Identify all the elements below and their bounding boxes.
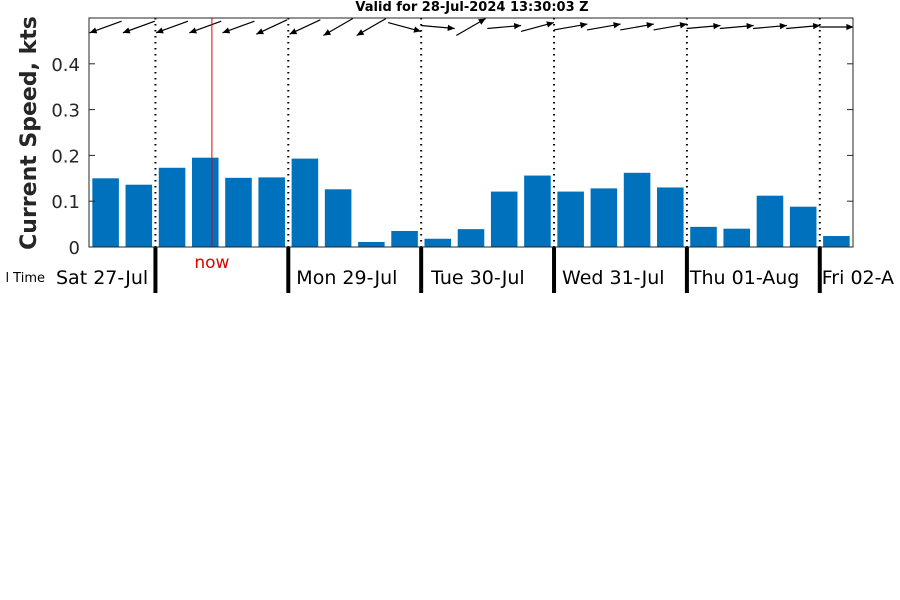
direction-arrow-head bbox=[156, 27, 164, 34]
bar bbox=[623, 172, 651, 247]
bar bbox=[125, 184, 153, 247]
bar bbox=[557, 191, 584, 247]
bar bbox=[358, 241, 385, 247]
direction-arrow-head bbox=[447, 24, 455, 32]
bar bbox=[490, 191, 518, 247]
direction-arrow-head bbox=[746, 22, 754, 30]
x-axis-label: l Time bbox=[5, 271, 45, 286]
direction-arrow-head bbox=[513, 22, 522, 30]
bar bbox=[690, 226, 717, 247]
now-label: now bbox=[194, 253, 229, 273]
y-tick-label: 0.3 bbox=[51, 101, 80, 122]
direction-arrows bbox=[89, 17, 854, 37]
bar bbox=[789, 206, 817, 247]
direction-arrow-head bbox=[579, 22, 588, 29]
direction-arrow-head bbox=[846, 23, 854, 31]
direction-arrow-head bbox=[289, 28, 298, 35]
direction-arrow-head bbox=[413, 26, 421, 33]
bar bbox=[524, 175, 551, 247]
bar bbox=[324, 189, 352, 247]
bar bbox=[756, 195, 784, 247]
bar bbox=[457, 229, 485, 247]
direction-arrow-head bbox=[122, 27, 131, 34]
day-label: Mon 29-Jul bbox=[296, 267, 397, 289]
bar bbox=[258, 177, 285, 247]
direction-arrow-head bbox=[89, 27, 98, 34]
day-label: Tue 30-Jul bbox=[430, 267, 525, 289]
bar-series bbox=[92, 157, 850, 247]
direction-arrow-head bbox=[713, 22, 721, 30]
direction-arrow-head bbox=[222, 27, 231, 34]
bar bbox=[657, 187, 684, 247]
y-axis: 0 0.1 0.2 0.3 0.4 bbox=[51, 55, 853, 259]
day-labels: Sat 27-Jul Mon 29-Jul Tue 30-Jul Wed 31-Jul… bbox=[56, 267, 894, 289]
bar bbox=[590, 188, 618, 247]
bar bbox=[723, 228, 751, 247]
direction-arrow-head bbox=[478, 18, 486, 25]
bar bbox=[225, 177, 252, 247]
plot-frame bbox=[88, 17, 854, 248]
bar bbox=[191, 157, 219, 247]
y-axis-label: Current Speed, kts bbox=[17, 16, 42, 250]
direction-arrow-head bbox=[779, 22, 787, 30]
y-tick-label: 0.4 bbox=[51, 55, 80, 76]
direction-arrow-head bbox=[613, 22, 621, 29]
bar bbox=[158, 167, 186, 247]
bar bbox=[291, 158, 319, 247]
chart-title: Valid for 28-Jul-2024 13:30:03 Z bbox=[355, 0, 588, 15]
day-dividers bbox=[153, 18, 822, 293]
day-label: Fri 02-A bbox=[822, 267, 894, 289]
direction-arrow-head bbox=[546, 21, 554, 28]
day-label: Wed 31-Jul bbox=[562, 267, 664, 289]
bar bbox=[92, 178, 119, 247]
day-label: Sat 27-Jul bbox=[56, 267, 148, 289]
bar bbox=[391, 230, 418, 247]
direction-arrow-head bbox=[646, 22, 654, 29]
direction-arrow-head bbox=[356, 29, 365, 36]
direction-arrow-head bbox=[679, 22, 688, 29]
day-label: Thu 01-Aug bbox=[689, 267, 799, 289]
y-tick-label: 0.2 bbox=[51, 146, 80, 167]
y-tick-label: 0.1 bbox=[51, 192, 80, 213]
direction-arrow-head bbox=[812, 22, 821, 30]
direction-arrow-head bbox=[323, 29, 332, 36]
direction-arrow-head bbox=[189, 27, 197, 34]
now-marker-group: now bbox=[194, 18, 230, 273]
bar bbox=[823, 236, 850, 247]
y-tick-label: 0 bbox=[69, 238, 80, 259]
direction-arrow-head bbox=[256, 28, 264, 35]
bar bbox=[424, 238, 452, 247]
